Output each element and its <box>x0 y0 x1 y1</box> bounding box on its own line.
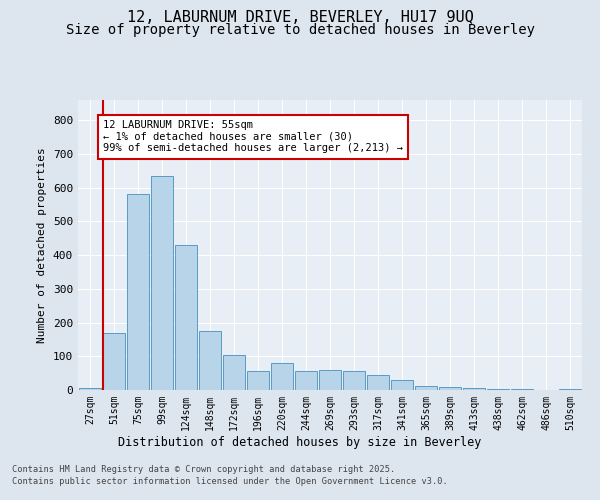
Text: 12, LABURNUM DRIVE, BEVERLEY, HU17 9UQ: 12, LABURNUM DRIVE, BEVERLEY, HU17 9UQ <box>127 10 473 25</box>
Bar <box>295 372 317 390</box>
Bar <box>127 194 149 390</box>
Bar <box>271 363 293 390</box>
Text: Size of property relative to detached houses in Beverley: Size of property relative to detached ho… <box>65 23 535 37</box>
Bar <box>175 245 197 390</box>
Bar <box>439 388 461 390</box>
Text: Contains HM Land Registry data © Crown copyright and database right 2025.: Contains HM Land Registry data © Crown c… <box>12 466 395 474</box>
Y-axis label: Number of detached properties: Number of detached properties <box>37 147 47 343</box>
Bar <box>391 380 413 390</box>
Text: Distribution of detached houses by size in Beverley: Distribution of detached houses by size … <box>118 436 482 449</box>
Bar <box>487 389 509 390</box>
Bar <box>199 331 221 390</box>
Bar <box>463 388 485 390</box>
Bar <box>79 388 101 390</box>
Bar <box>247 372 269 390</box>
Bar <box>103 332 125 390</box>
Text: Contains public sector information licensed under the Open Government Licence v3: Contains public sector information licen… <box>12 476 448 486</box>
Bar <box>319 370 341 390</box>
Text: 12 LABURNUM DRIVE: 55sqm
← 1% of detached houses are smaller (30)
99% of semi-de: 12 LABURNUM DRIVE: 55sqm ← 1% of detache… <box>103 120 403 154</box>
Bar <box>367 375 389 390</box>
Bar <box>415 386 437 390</box>
Bar <box>223 354 245 390</box>
Bar <box>343 372 365 390</box>
Bar <box>151 176 173 390</box>
